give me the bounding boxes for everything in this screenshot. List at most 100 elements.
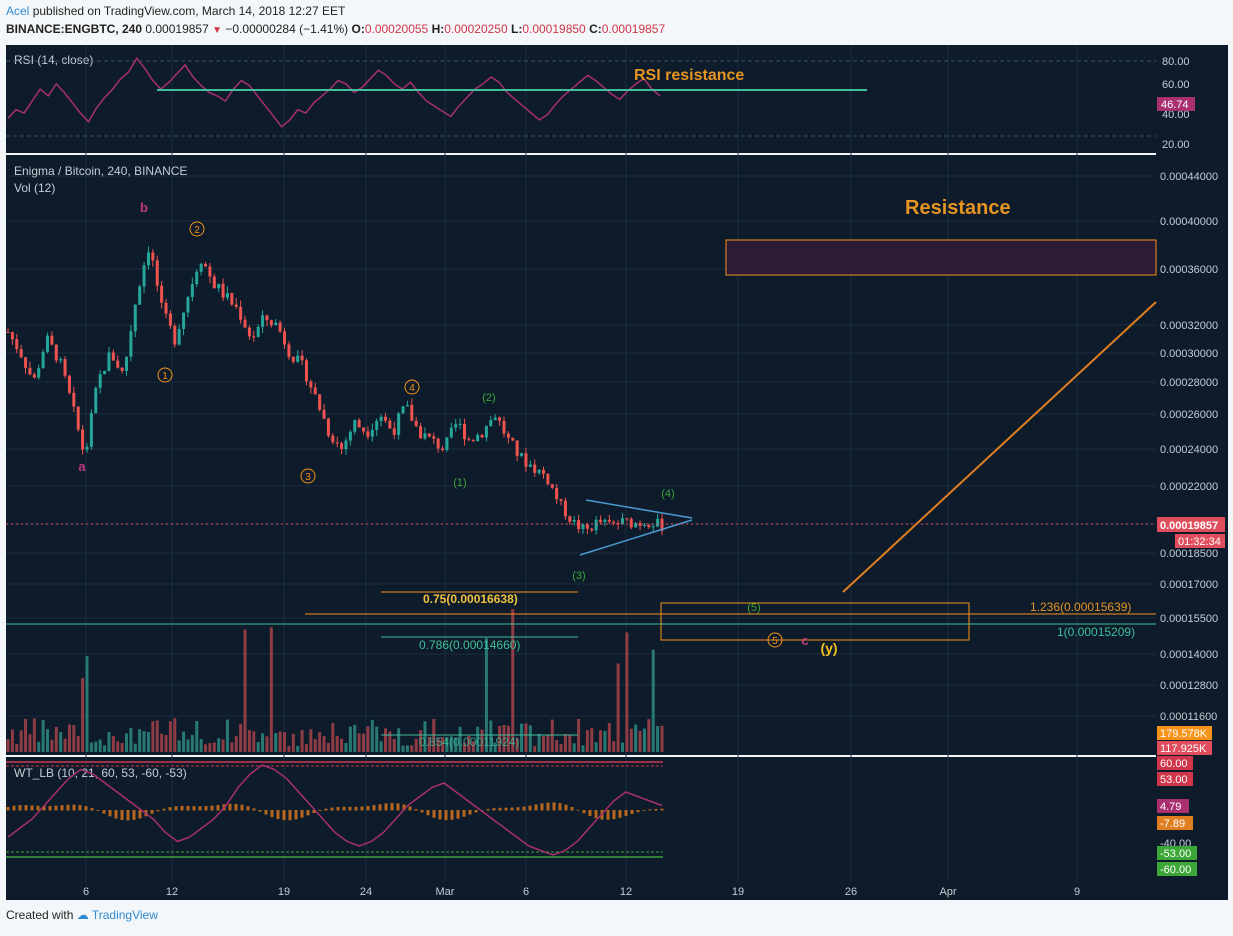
candle-body [168,313,172,326]
wt-hist-bar [186,805,190,811]
wt-hist-bar [12,805,16,811]
fib-1236-label: 1.236(0.00015639) [1030,600,1131,614]
volume-bar [6,739,10,752]
candle-body [331,435,335,443]
volume-bar [59,732,63,752]
candle-body [326,418,330,436]
volume-bar [155,720,159,752]
rsi-tick-0: 80.00 [1162,56,1190,68]
candle-body [142,265,146,287]
volume-bar [309,729,313,752]
time-tick-5: 6 [523,886,529,898]
candle-body [502,420,506,434]
volume-bar [24,718,28,752]
candle-body [72,392,76,407]
svg-text:5: 5 [772,636,778,647]
wt-hist-bar [606,810,610,820]
volume-bar [436,737,440,752]
publish-line: Acel published on TradingView.com, March… [6,4,345,18]
price-tick-14: 0.00012800 [1160,680,1218,692]
wave-label-4: 4 [404,379,420,395]
price-tick-8: 0.00022000 [1160,481,1218,493]
chart-canvas[interactable]: RSI (14, close) RSI resistance Enigma / … [0,40,1233,902]
author-link[interactable]: Acel [6,4,30,18]
wt-hist-bar [30,805,34,811]
wt-hist-bar [408,806,412,811]
wt-hist-bar [282,810,286,821]
projection-trendline[interactable] [842,301,1157,593]
wt-hist-bar [174,806,178,811]
candle-body [441,448,445,451]
candle-body [493,417,497,421]
wt-hist-bar [90,808,94,811]
volume-bar [107,732,111,752]
volume-bar [559,744,563,752]
wt-line [7,764,663,856]
wt-hist-bar [102,810,106,814]
candle-body [146,252,150,266]
candle-body [76,406,80,430]
volume-bar [15,743,19,752]
wt-hist-bar [324,808,328,811]
triangle-lower-line[interactable] [579,519,693,556]
time-tick-0: 6 [83,886,89,898]
svg-text:3: 3 [305,472,311,483]
wt-hist-bar [444,810,448,821]
wt-hist-bar [48,805,52,811]
target-zone[interactable] [660,602,970,641]
volume-bar [370,719,374,752]
volume-bar [182,731,186,752]
candle-body [138,286,142,305]
wt-hist-bar [288,810,292,821]
volume-bar [177,740,181,752]
candle-body [419,426,423,439]
volume-bar [502,724,506,752]
volume-bar [287,745,291,752]
candle-body [81,429,85,450]
volume-bar [375,726,379,752]
candle-body [467,439,471,441]
volume-bar [32,718,36,752]
volume-bar [164,735,168,752]
candle-body [208,266,212,277]
candle-body [445,437,449,451]
wt-hist-bar [618,810,622,818]
rsi-axis: 80.00 60.00 40.00 20.00 [1162,56,1190,151]
wt-hist-bar [126,810,130,821]
wt-hist-bar [558,803,562,811]
rsi-panel-bg [6,45,1156,153]
candle-body [379,416,383,422]
candle-body [283,331,287,345]
wt-value-badge-2: -7.89 [1157,816,1193,830]
volume-bar [353,724,357,752]
volume-bar [186,739,190,752]
price-tick-7: 0.00024000 [1160,444,1218,456]
volume-bar [322,736,326,752]
countdown-badge: 01:32:34 [1175,534,1225,548]
wave-label-3: 3 [300,468,316,484]
volume-bar [629,728,633,752]
resistance-zone[interactable] [725,239,1157,276]
volume-bar [441,737,445,752]
volume-bar [524,723,528,752]
tradingview-link[interactable]: TradingView [91,908,158,922]
open-value: 0.00020055 [364,22,429,36]
volume-bar [642,728,646,752]
volume-bar [401,745,405,752]
volume-bar [476,726,480,752]
time-tick-7: 19 [732,886,744,898]
rsi-line [7,56,661,128]
volume-bar [388,731,392,752]
wt-hist-bar [414,809,418,811]
wt-hist-bar [588,810,592,817]
volume-bar [146,732,150,752]
candle-body [318,394,322,410]
wt-hist-bar [138,810,142,819]
candle-body [94,387,98,414]
volume-bar [541,736,545,752]
volume-bar [46,729,50,752]
price-tick-5: 0.00028000 [1160,377,1218,389]
candle-body [243,319,247,328]
triangle-upper-line[interactable] [585,499,693,519]
candle-body [160,285,164,303]
